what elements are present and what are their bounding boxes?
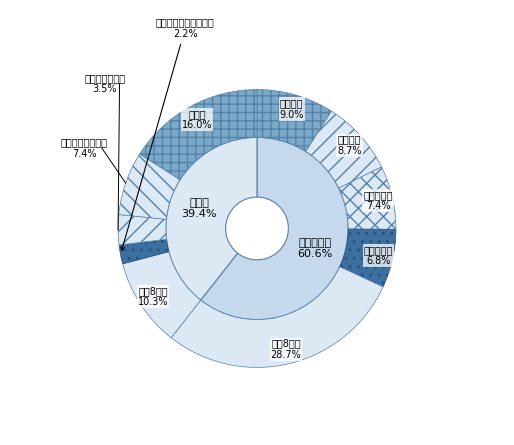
Text: 他の8業種
28.7%: 他の8業種 28.7%: [271, 339, 301, 360]
Wedge shape: [119, 239, 169, 264]
Text: 軽工業
39.4%: 軽工業 39.4%: [181, 198, 217, 219]
Wedge shape: [166, 138, 257, 300]
Wedge shape: [200, 138, 348, 320]
Text: 生産用機械
7.4%: 生産用機械 7.4%: [363, 190, 393, 211]
Text: 他の8業種
10.3%: 他の8業種 10.3%: [138, 286, 169, 307]
Wedge shape: [257, 89, 332, 152]
Wedge shape: [171, 267, 383, 368]
Text: 重化学工業
60.6%: 重化学工業 60.6%: [297, 238, 333, 259]
Text: 金属製品
9.0%: 金属製品 9.0%: [280, 98, 304, 120]
Wedge shape: [306, 111, 381, 188]
Text: 窯業・土石製品
3.5%: 窯業・土石製品 3.5%: [84, 73, 125, 94]
Wedge shape: [119, 154, 180, 219]
Text: プラスチック製品
7.4%: プラスチック製品 7.4%: [61, 137, 107, 158]
Text: 食料品
16.0%: 食料品 16.0%: [182, 109, 212, 130]
Wedge shape: [118, 214, 167, 245]
Text: 電気機械
8.7%: 電気機械 8.7%: [337, 135, 362, 156]
Text: パルプ・紙・紙加工品
2.2%: パルプ・紙・紙加工品 2.2%: [121, 17, 215, 251]
Wedge shape: [123, 252, 200, 338]
Wedge shape: [339, 167, 396, 229]
Wedge shape: [140, 89, 257, 180]
Text: 輸送用機械
6.8%: 輸送用機械 6.8%: [363, 245, 393, 267]
Wedge shape: [340, 229, 396, 287]
